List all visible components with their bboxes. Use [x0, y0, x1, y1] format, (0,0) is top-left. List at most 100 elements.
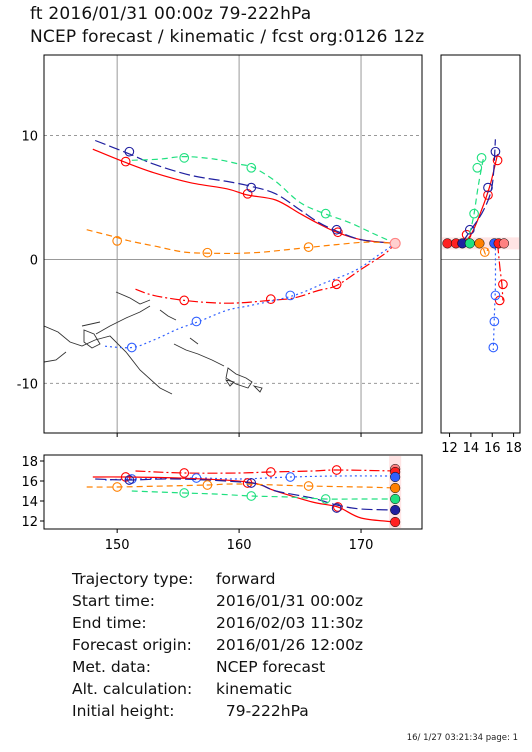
side-profile-panel: 12 14 16 18 [440, 54, 522, 456]
x-tick-label: 16 [484, 441, 501, 456]
trajectory-marker [124, 475, 135, 485]
y-tick-label: 18 [21, 455, 38, 470]
x-tick-label: 150 [105, 538, 130, 553]
y-tick-label: 16 [21, 475, 38, 490]
info-key: Initial height: [72, 702, 175, 720]
coastline [83, 329, 101, 349]
coastline [189, 337, 199, 345]
y-tick-label: 12 [21, 515, 38, 530]
info-value: forward [216, 570, 276, 588]
trajectory-marker [331, 279, 342, 290]
x-tick-label: 160 [227, 538, 252, 553]
endpoint-dot [464, 238, 475, 249]
trajectory-marker [246, 491, 257, 501]
coastline [252, 385, 263, 393]
trajectory-line [447, 139, 496, 246]
trajectory-marker [179, 153, 190, 163]
trajectory-line [94, 139, 396, 244]
info-value: 2016/01/26 12:00z [216, 636, 364, 654]
trajectory-marker [179, 468, 190, 478]
coastline [44, 351, 67, 363]
trajectory-marker [124, 146, 135, 157]
info-key: Alt. calculation: [72, 680, 193, 698]
endpoint-dot [390, 516, 401, 528]
info-key: Met. data: [72, 658, 151, 676]
x-tick-label: 14 [463, 441, 480, 456]
endpoint-dot [390, 504, 401, 516]
main-panel-frame [43, 54, 423, 434]
trajectory-line [497, 243, 504, 301]
info-key: Forecast origin: [72, 636, 192, 654]
coastline [159, 309, 177, 321]
trajectory-line [95, 478, 396, 511]
trajectory-marker [202, 247, 213, 258]
coastline [115, 291, 151, 305]
info-value: 2016/01/31 00:00z [216, 592, 364, 610]
trajectory-marker [112, 236, 123, 246]
coastline [81, 321, 101, 327]
trajectory-line [135, 242, 396, 304]
main-map-panel: -10 0 10 [17, 54, 423, 437]
trajectory-marker [469, 208, 479, 219]
trajectory-marker [120, 156, 131, 167]
info-value: kinematic [216, 680, 293, 698]
info-value: 2016/02/03 11:30z [216, 614, 364, 632]
start-point-marker [389, 237, 401, 249]
side-panel-frame [440, 54, 521, 434]
bottom-panel-frame [43, 454, 423, 530]
info-value: NCEP forecast [216, 658, 326, 676]
trajectory-marker [488, 342, 499, 353]
trajectory-marker [126, 342, 137, 353]
y-tick-label: 0 [30, 253, 38, 268]
trajectory-marker [179, 295, 190, 306]
trajectory-marker [179, 488, 190, 498]
trajectory-marker [490, 146, 501, 157]
trajectory-marker [472, 162, 483, 173]
trajectory-marker [320, 494, 331, 504]
trajectory-marker [191, 316, 202, 327]
trajectory-line [104, 242, 396, 349]
trajectory-marker [265, 294, 276, 305]
trajectory-marker [246, 478, 257, 488]
trajectory-line [92, 148, 396, 244]
info-key: Trajectory type: [72, 570, 194, 588]
trajectory-line [131, 490, 396, 500]
trajectory-marker [331, 224, 342, 235]
bottom-profile-panel: 12 14 16 18 150 160 170 [21, 454, 423, 553]
trajectory-marker [489, 316, 500, 327]
trajectory-marker [285, 472, 296, 482]
trajectory-line [131, 155, 396, 244]
trajectory-marker [331, 503, 342, 513]
trajectory-marker [476, 153, 487, 163]
coastline [173, 343, 225, 367]
trajectory-marker [112, 482, 123, 492]
trajectory-line [86, 483, 396, 489]
info-key: End time: [72, 614, 147, 632]
trajectory-marker [331, 465, 342, 475]
trajectory-marker [320, 208, 331, 219]
y-tick-label: 10 [21, 130, 38, 145]
trajectory-marker [461, 229, 472, 240]
trajectory-marker [202, 480, 213, 490]
trajectory-marker [479, 247, 490, 257]
trajectory-marker [490, 290, 501, 301]
y-tick-label: -10 [17, 377, 38, 392]
info-key: Start time: [72, 592, 156, 610]
endpoint-dot [474, 238, 485, 249]
x-tick-label: 170 [349, 538, 374, 553]
endpoint-dot [498, 238, 510, 249]
endpoint-dot [442, 238, 453, 249]
page-footer: 16/ 1/27 03:21:34 page: 1 [406, 733, 518, 743]
chart-title-line1: ft 2016/01/31 00:00z 79-222hPa [30, 4, 312, 24]
trajectory-marker [246, 182, 257, 193]
trajectory-line [86, 229, 396, 255]
trajectory-marker [265, 467, 276, 477]
endpoint-dot [390, 482, 401, 494]
trajectory-marker [303, 242, 314, 252]
trajectory-marker [483, 182, 493, 193]
x-tick-label: 18 [505, 441, 522, 456]
info-value: 79-222hPa [216, 702, 309, 720]
coastline [225, 367, 253, 389]
trajectory-line [92, 476, 396, 523]
trajectory-marker [333, 502, 343, 512]
